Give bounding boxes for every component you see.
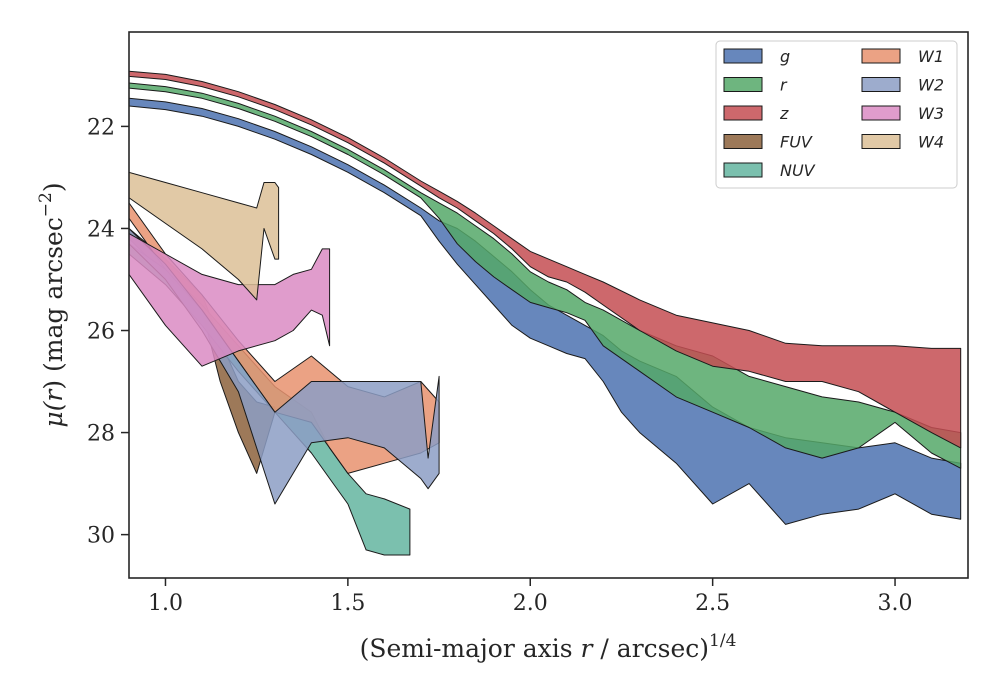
x-tick-label: 3.0 bbox=[878, 591, 913, 616]
y-tick-label: 24 bbox=[87, 217, 115, 242]
band-w2 bbox=[129, 228, 440, 505]
x-axis-label-post: / arcsec) bbox=[592, 634, 709, 663]
legend-swatch-w1 bbox=[861, 48, 901, 64]
legend-label-fuv: FUV bbox=[780, 133, 813, 152]
y-tick-label: 26 bbox=[87, 320, 115, 345]
band-r bbox=[129, 82, 962, 469]
legend-label-z: z bbox=[779, 104, 789, 123]
legend-label-w1: W1 bbox=[918, 47, 944, 66]
legend-label-r: r bbox=[780, 76, 788, 95]
legend-swatch-nuv bbox=[723, 162, 763, 178]
legend-swatch-z bbox=[723, 105, 763, 121]
band-z bbox=[129, 70, 962, 449]
y-tick-label: 30 bbox=[87, 524, 115, 549]
y-axis-label-end: ) bbox=[39, 182, 68, 192]
legend-label-nuv: NUV bbox=[780, 161, 816, 180]
y-axis-label-post: ) (mag arcsec bbox=[39, 217, 68, 390]
legend-swatch-w4 bbox=[861, 134, 901, 149]
x-axis-label-exponent: 1/4 bbox=[709, 631, 736, 651]
x-axis-ticks: 1.0 1.5 2.0 2.5 3.0 bbox=[148, 578, 913, 616]
band-w3 bbox=[129, 233, 331, 367]
y-axis-label-exponent: −2 bbox=[36, 192, 56, 217]
legend-swatch-w3 bbox=[861, 105, 901, 121]
legend-label-w3: W3 bbox=[918, 104, 944, 123]
y-axis-label-pre: μ( bbox=[39, 400, 68, 427]
x-tick-label: 2.0 bbox=[513, 591, 548, 616]
data-bands bbox=[129, 70, 962, 556]
plot-frame bbox=[128, 31, 969, 579]
legend-label-w2: W2 bbox=[918, 76, 944, 95]
legend-label-w4: W4 bbox=[918, 133, 944, 152]
y-axis-label: μ(r) (mag arcsec−2) bbox=[36, 182, 68, 427]
band-w4 bbox=[129, 171, 280, 301]
legend-swatch-g bbox=[723, 48, 763, 64]
x-tick-label: 1.5 bbox=[330, 591, 365, 616]
x-axis-label-pre: (Semi-major axis bbox=[360, 634, 581, 663]
x-axis-label: (Semi-major axis r / arcsec)1/4 bbox=[360, 631, 737, 663]
legend-swatch-r bbox=[723, 77, 763, 92]
y-tick-label: 22 bbox=[87, 115, 115, 140]
legend-swatch-w2 bbox=[861, 77, 901, 92]
y-axis-label-var: r bbox=[39, 388, 68, 402]
y-axis-ticks: 22 24 26 28 30 bbox=[87, 115, 129, 549]
y-tick-label: 28 bbox=[87, 422, 115, 447]
x-tick-label: 1.0 bbox=[148, 591, 183, 616]
legend-label-g: g bbox=[780, 47, 790, 66]
x-tick-label: 2.5 bbox=[695, 591, 730, 616]
legend-swatch-fuv bbox=[723, 134, 763, 149]
legend: grz FUV NUV W1 W2 W3 W4 bbox=[715, 40, 958, 189]
x-axis-label-var: r bbox=[581, 634, 595, 663]
